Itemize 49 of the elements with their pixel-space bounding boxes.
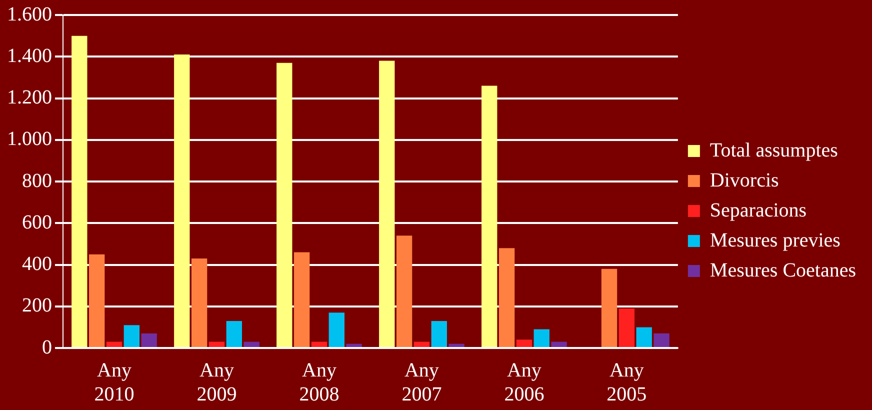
bar [414,342,430,347]
bar [208,342,225,347]
bar [106,342,122,347]
bar [276,62,292,347]
bar [72,36,88,347]
bar [636,327,652,347]
bar [551,342,567,347]
bar [448,344,464,347]
bar [226,320,242,347]
bar [654,333,670,347]
bar [396,236,412,347]
bar [311,342,328,347]
x-tick-label: Any 2009 [196,359,237,406]
bar [191,258,208,347]
legend-label: Total assumptes [710,139,838,162]
x-tick-label: Any 2005 [606,359,647,406]
x-tick-label: Any 2007 [402,359,442,406]
x-tick-label: Any 2010 [94,359,134,406]
bar [88,254,105,347]
bar [498,248,515,347]
bar [346,344,362,347]
y-tick-label: 600 [22,211,52,234]
bar [174,54,190,347]
bar [534,329,550,347]
y-tick-label: 800 [22,170,52,192]
bar [124,325,140,347]
y-tick-label: 1.200 [7,86,52,108]
bar [516,340,532,347]
bar [244,342,260,347]
y-tick-label: 400 [22,253,52,275]
y-tick-label: 1.400 [7,44,52,67]
bar [141,333,157,347]
y-tick-label: 1.600 [7,3,52,26]
x-tick-label: Any 2008 [299,359,340,406]
x-tick-label: Any 2006 [504,359,544,406]
bar [294,252,310,347]
y-tick-label: 1.000 [7,128,52,150]
bar [482,86,498,347]
y-tick-label: 0 [42,336,52,358]
bar [601,268,618,347]
legend-label: Mesures Coetanes [710,259,856,282]
y-tick-label: 200 [22,294,52,317]
legend-label: Separacions [710,199,807,222]
bar [618,308,635,347]
bar [431,320,447,347]
legend-label: Mesures previes [710,229,841,252]
bar [328,312,344,347]
bar [379,60,395,347]
legend-label: Divorcis [710,169,780,192]
